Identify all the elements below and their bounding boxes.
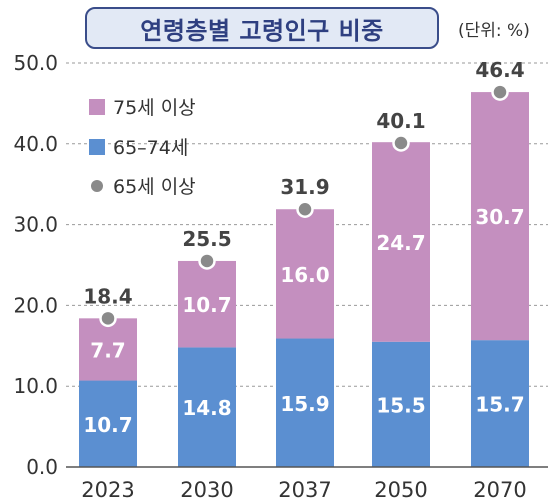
- data-label-total: 46.4: [475, 58, 524, 82]
- y-tick-label: 10.0: [13, 374, 58, 398]
- unit-label: (단위: %): [458, 21, 530, 41]
- total-marker: [296, 200, 314, 218]
- data-label-75-plus: 7.7: [90, 338, 125, 362]
- x-tick-label: 2037: [278, 478, 331, 502]
- data-label-65-74: 15.7: [475, 393, 524, 417]
- data-label-total: 31.9: [280, 175, 329, 199]
- bar-segment-65-74: [178, 347, 236, 467]
- data-label-65-74: 15.9: [280, 392, 329, 416]
- legend-label: 65–74세: [113, 137, 188, 159]
- total-marker: [99, 309, 117, 328]
- total-marker: [491, 83, 509, 101]
- data-label-total: 40.1: [376, 109, 425, 133]
- total-marker: [198, 252, 216, 270]
- bar-segment-75-plus: [372, 142, 430, 342]
- legend-label: 75세 이상: [113, 97, 196, 119]
- y-tick-label: 0.0: [26, 455, 58, 479]
- data-label-total: 25.5: [182, 227, 231, 251]
- x-tick-label: 2050: [374, 478, 427, 502]
- legend-marker-circle: [91, 180, 103, 192]
- data-label-75-plus: 30.7: [475, 205, 524, 229]
- chart-title: 연령층별 고령인구 비중: [85, 7, 439, 49]
- data-label-65-74: 15.5: [376, 393, 425, 417]
- bar-segment-65-74: [372, 341, 430, 467]
- data-label-75-plus: 16.0: [280, 263, 329, 287]
- bar-segment-65-74: [276, 338, 334, 467]
- y-tick-label: 20.0: [13, 293, 58, 317]
- bar-segment-65-74: [79, 380, 137, 467]
- x-tick-label: 2070: [473, 478, 526, 502]
- x-tick-label: 2030: [180, 478, 233, 502]
- bar-segment-65-74: [471, 340, 529, 467]
- data-label-75-plus: 10.7: [182, 293, 231, 317]
- data-label-total: 18.4: [83, 284, 132, 308]
- legend-swatch: [89, 99, 105, 115]
- y-tick-label: 30.0: [13, 213, 58, 237]
- x-tick-label: 2023: [81, 478, 134, 502]
- data-label-65-74: 14.8: [182, 396, 231, 420]
- bar-segment-75-plus: [79, 318, 137, 381]
- bar-segment-75-plus: [276, 209, 334, 339]
- data-label-65-74: 10.7: [83, 413, 132, 437]
- total-marker: [392, 134, 410, 152]
- legend-label: 65세 이상: [113, 176, 196, 198]
- bar-segment-75-plus: [471, 92, 529, 341]
- y-tick-label: 40.0: [13, 132, 58, 156]
- legend-swatch: [89, 139, 105, 155]
- y-tick-label: 50.0: [13, 51, 58, 75]
- data-label-75-plus: 24.7: [376, 231, 425, 255]
- bar-segment-75-plus: [178, 260, 236, 348]
